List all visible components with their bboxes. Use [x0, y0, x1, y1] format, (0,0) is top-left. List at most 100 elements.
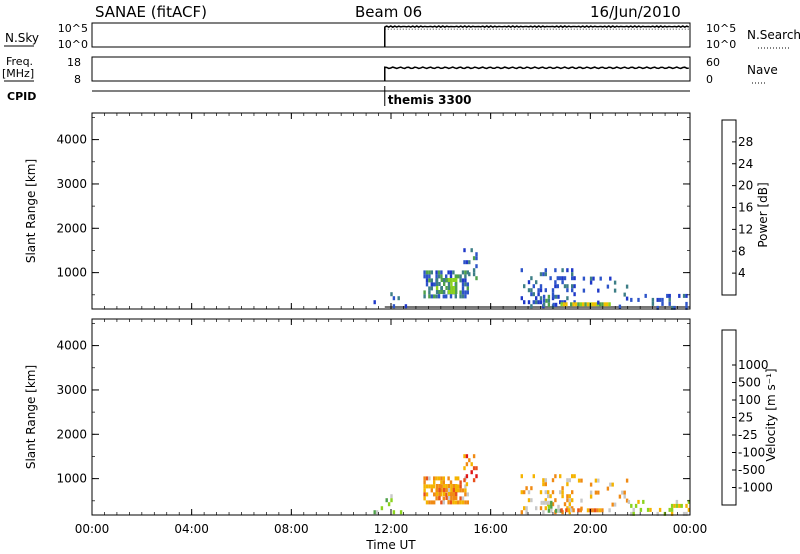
data-cell	[461, 496, 465, 501]
data-cell	[423, 274, 426, 279]
data-cell	[582, 288, 586, 293]
data-cell	[685, 511, 688, 516]
y-tick-label: 4000	[56, 133, 87, 147]
data-cell	[566, 478, 569, 483]
data-cell	[464, 270, 467, 275]
data-cell	[399, 510, 403, 515]
data-cell	[598, 508, 602, 513]
data-cell	[461, 488, 465, 493]
data-cell	[630, 297, 633, 302]
data-cell	[455, 492, 458, 496]
data-cell	[523, 490, 526, 495]
data-cell	[447, 500, 450, 505]
data-cell	[475, 276, 478, 281]
data-cell	[559, 300, 562, 305]
data-cell	[425, 492, 429, 497]
data-cell	[390, 292, 393, 297]
data-cell	[530, 498, 533, 503]
data-cell	[673, 503, 676, 508]
data-cell	[687, 499, 691, 504]
data-cell	[580, 478, 583, 483]
data-cell	[670, 507, 674, 512]
data-cell	[554, 508, 558, 513]
data-cell	[459, 500, 462, 505]
data-cell	[656, 305, 659, 310]
data-cell	[545, 500, 548, 505]
nsky-right-tick-top: 10^5	[706, 22, 736, 35]
data-cell	[634, 503, 638, 508]
data-cell	[447, 282, 451, 286]
data-cell	[551, 288, 555, 293]
x-tick-label: 16:00	[473, 522, 508, 536]
data-cell	[539, 272, 543, 277]
data-cell	[568, 502, 571, 507]
data-cell	[571, 490, 574, 495]
velocity-axes: 1000 2000 3000 4000	[56, 319, 691, 515]
data-cell	[452, 488, 455, 492]
data-cell	[435, 488, 439, 492]
data-cell	[535, 280, 538, 285]
data-cell	[452, 484, 455, 488]
data-cell	[566, 284, 569, 289]
data-cell	[670, 305, 674, 310]
data-cell	[447, 488, 451, 492]
data-cell	[613, 502, 617, 507]
data-cell	[535, 506, 538, 511]
data-cell	[461, 500, 465, 505]
data-cell	[452, 270, 455, 275]
data-cell	[425, 476, 429, 481]
data-cell	[632, 507, 635, 512]
data-cell	[685, 305, 688, 310]
data-cell	[433, 492, 436, 497]
data-cell	[465, 454, 469, 459]
data-cell	[573, 276, 576, 281]
nave-right-tick-bottom: 0	[706, 73, 713, 86]
x-tick-label: 00:00	[75, 522, 110, 536]
data-cell	[461, 290, 465, 295]
data-cell	[586, 508, 590, 513]
data-cell	[454, 476, 457, 481]
data-cell	[544, 272, 547, 277]
nsky-label: N.Sky	[5, 31, 39, 45]
data-cell	[603, 302, 606, 307]
data-cell	[540, 500, 543, 505]
data-cell	[520, 474, 523, 479]
data-cell	[537, 292, 540, 297]
data-cell	[599, 276, 602, 281]
data-cell	[646, 507, 650, 512]
data-cell	[568, 506, 571, 511]
data-cell	[435, 286, 439, 290]
data-cell	[454, 294, 457, 299]
data-cell	[447, 496, 451, 500]
data-cell	[443, 484, 446, 488]
data-cell	[682, 293, 686, 298]
data-cell	[438, 488, 441, 492]
data-cell	[556, 284, 559, 289]
data-cell	[551, 502, 555, 507]
data-cell	[597, 288, 600, 293]
data-cell	[450, 282, 453, 286]
data-cell	[472, 466, 476, 471]
data-cell	[582, 276, 586, 281]
data-cell	[544, 478, 547, 483]
velocity-colorbar: -1000 -500 -100 -25 25 100 500 1000	[721, 329, 773, 506]
data-cell	[563, 276, 567, 281]
x-tick-label: 08:00	[274, 522, 309, 536]
data-cell	[438, 484, 441, 488]
data-cell	[461, 270, 465, 275]
data-cell	[527, 288, 531, 293]
data-cell	[630, 511, 633, 516]
data-cell	[542, 272, 545, 277]
colorbar-tick-label: 4	[738, 266, 746, 280]
data-cell	[428, 278, 431, 283]
station-title: SANAE (fitACF)	[95, 3, 207, 21]
data-cell	[440, 480, 443, 485]
freq-panel-frame	[91, 56, 691, 82]
data-cell	[547, 302, 551, 307]
data-cell	[532, 284, 535, 289]
data-cell	[461, 278, 465, 283]
data-cell	[687, 507, 691, 512]
y-tick-label: 3000	[56, 177, 87, 191]
data-cell	[445, 496, 448, 500]
data-cell	[566, 494, 569, 499]
